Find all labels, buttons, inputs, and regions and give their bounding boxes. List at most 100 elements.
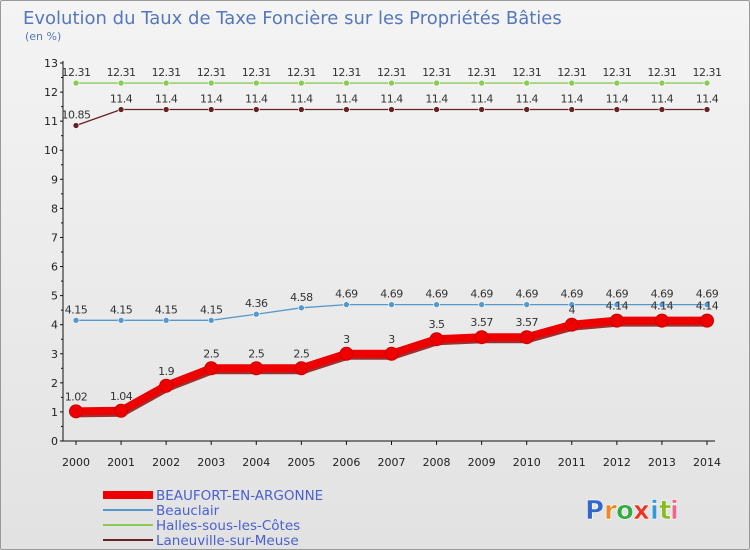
- x-tick-label: 2003: [197, 456, 225, 469]
- x-tick-label: 2001: [107, 456, 135, 469]
- data-label: 11.4: [110, 93, 133, 106]
- data-point: [249, 361, 264, 376]
- data-point: [162, 79, 170, 87]
- data-label: 3.57: [470, 316, 493, 329]
- y-tick-label: 9: [51, 173, 58, 186]
- data-label: 4.69: [470, 288, 493, 301]
- legend: BEAUFORT-EN-ARGONNEBeauclairHalles-sous-…: [103, 488, 323, 549]
- data-point: [204, 361, 219, 376]
- data-label: 11.4: [561, 93, 584, 106]
- data-label: 4.69: [335, 288, 358, 301]
- data-label: 12.31: [557, 66, 586, 79]
- y-tick-label: 10: [44, 144, 58, 157]
- data-label: 11.4: [335, 93, 358, 106]
- y-tick-label: 5: [51, 290, 58, 303]
- data-label: 4.69: [561, 288, 584, 301]
- chart-title: Evolution du Taux de Taxe Foncière sur l…: [23, 8, 562, 29]
- data-label: 4.58: [290, 291, 313, 304]
- data-label: 12.31: [647, 66, 676, 79]
- data-point: [700, 313, 714, 328]
- y-tick-label: 4: [51, 319, 58, 332]
- data-label: 11.4: [155, 93, 178, 106]
- data-point: [474, 330, 489, 345]
- x-tick-label: 2011: [558, 456, 586, 469]
- data-point: [72, 122, 80, 129]
- data-label: 12.31: [152, 66, 181, 79]
- data-label: 4.15: [110, 303, 133, 316]
- legend-label: Laneuville-sur-Meuse: [156, 533, 299, 549]
- data-label: 11.4: [515, 93, 538, 106]
- x-tick-label: 2008: [423, 456, 451, 469]
- legend-item-laneuville-sur-meuse: Laneuville-sur-Meuse: [103, 533, 299, 549]
- data-point: [298, 304, 305, 312]
- data-label: 4: [569, 304, 576, 317]
- data-label: 11.4: [380, 93, 403, 106]
- data-point: [613, 301, 621, 308]
- proxiti-logo-letter: i: [650, 496, 659, 526]
- proxiti-logo-letter: i: [670, 496, 679, 526]
- chart-subtitle: (en %): [25, 30, 61, 43]
- data-label: 12.31: [693, 66, 722, 79]
- data-label: 4.69: [425, 288, 448, 301]
- data-point: [159, 378, 174, 393]
- y-tick-label: 8: [51, 202, 58, 215]
- data-point: [294, 361, 309, 376]
- data-label: 12.31: [287, 66, 316, 79]
- series-halles-sous-les-c-tes: 12.31 12.31 12.31 12.31 12.31 12.31 12.31 12.31…: [62, 66, 722, 87]
- data-label: 12.31: [377, 66, 406, 79]
- data-point: [568, 106, 576, 113]
- data-label: 11.4: [696, 93, 719, 106]
- data-point: [117, 106, 125, 113]
- data-label: 4.36: [245, 297, 268, 310]
- data-point: [343, 301, 350, 308]
- data-point: [72, 79, 80, 87]
- data-point: [433, 106, 440, 113]
- data-point: [117, 317, 125, 324]
- series-layer: 12.31 12.31 12.31 12.31 12.31 12.31 12.31 12.31…: [62, 66, 722, 419]
- data-point: [568, 301, 576, 308]
- x-tick-label: 2010: [513, 456, 541, 469]
- y-tick-label: 11: [44, 115, 58, 128]
- data-label: 11.4: [245, 93, 268, 106]
- data-label: 4.69: [515, 288, 538, 301]
- data-point: [252, 79, 260, 87]
- y-tick-label: 12: [44, 86, 58, 99]
- data-label: 4.15: [65, 303, 88, 316]
- proxiti-logo-letter: t: [659, 496, 671, 526]
- data-label: 12.31: [242, 66, 271, 79]
- data-point: [654, 313, 669, 328]
- data-point: [72, 317, 80, 324]
- x-tick-label: 2014: [693, 456, 721, 469]
- data-label: 12.31: [107, 66, 136, 79]
- data-label: 4.14: [651, 300, 674, 313]
- proxiti-logo-letter: P: [585, 496, 604, 526]
- data-point: [429, 332, 444, 347]
- data-point: [703, 301, 711, 308]
- x-tick-label: 2007: [378, 456, 406, 469]
- y-tick-label: 3: [51, 348, 58, 361]
- data-label: 2.5: [293, 347, 309, 360]
- data-label: 11.4: [651, 93, 674, 106]
- data-label: 4.69: [380, 288, 403, 301]
- data-point: [523, 106, 531, 113]
- data-point: [519, 330, 534, 345]
- x-tick-label: 2005: [287, 456, 315, 469]
- legend-item-beaufort-en-argonne: BEAUFORT-EN-ARGONNE: [103, 488, 323, 504]
- x-tick-label: 2000: [62, 456, 90, 469]
- series-beauclair: 4.15 4.15 4.15 4.15 4.36 4.58 4.69 4.69 4.69 4.69…: [65, 288, 719, 324]
- proxiti-logo-letter: x: [633, 496, 650, 526]
- data-label: 12.31: [422, 66, 451, 79]
- data-point: [523, 301, 531, 308]
- data-label: 11.4: [425, 93, 448, 106]
- data-label: 1.9: [158, 365, 174, 378]
- data-point: [388, 301, 395, 308]
- data-point: [388, 79, 395, 87]
- data-label: 10.85: [62, 109, 91, 122]
- legend-item-halles-sous-les-c-tes: Halles-sous-les-Côtes: [103, 518, 300, 534]
- x-tick-label: 2006: [332, 456, 360, 469]
- data-point: [298, 79, 305, 87]
- data-point: [162, 106, 170, 113]
- series-laneuville-sur-meuse: 10.85 11.4 11.4 11.4 11.4 11.4 11.4 11.4 11.4 11.…: [62, 93, 719, 129]
